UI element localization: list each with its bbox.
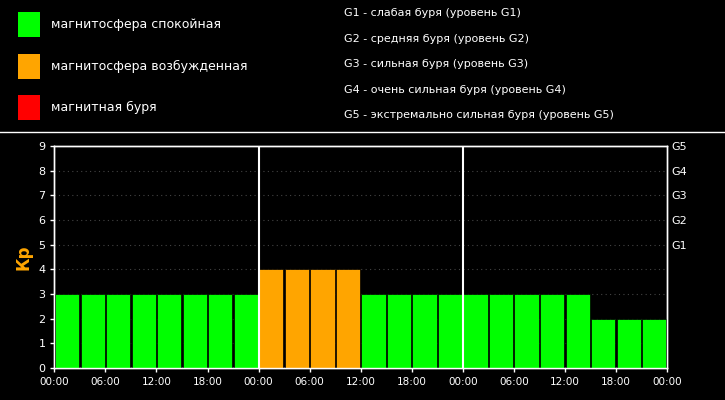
Bar [106, 294, 130, 368]
Text: магнитосфера спокойная: магнитосфера спокойная [51, 18, 220, 31]
Y-axis label: Кр: Кр [14, 244, 33, 270]
Bar [310, 269, 334, 368]
Bar [642, 319, 666, 368]
Text: G1 - слабая буря (уровень G1): G1 - слабая буря (уровень G1) [344, 8, 521, 18]
FancyBboxPatch shape [18, 54, 40, 79]
Bar [80, 294, 105, 368]
Bar [540, 294, 564, 368]
Bar [438, 294, 462, 368]
Bar [489, 294, 513, 368]
Bar [515, 294, 539, 368]
Bar [463, 294, 488, 368]
Bar [208, 294, 233, 368]
FancyBboxPatch shape [18, 12, 40, 37]
Bar [260, 269, 283, 368]
Bar [566, 294, 589, 368]
Text: G3 - сильная буря (уровень G3): G3 - сильная буря (уровень G3) [344, 59, 529, 69]
Bar [157, 294, 181, 368]
Bar [132, 294, 156, 368]
Bar [616, 319, 641, 368]
Bar [413, 294, 436, 368]
Bar [361, 294, 386, 368]
Bar [387, 294, 411, 368]
Text: магнитосфера возбужденная: магнитосфера возбужденная [51, 60, 247, 73]
Bar [233, 294, 258, 368]
Bar [285, 269, 309, 368]
Text: G4 - очень сильная буря (уровень G4): G4 - очень сильная буря (уровень G4) [344, 85, 566, 95]
Bar [591, 319, 616, 368]
Bar [183, 294, 207, 368]
Text: G2 - средняя буря (уровень G2): G2 - средняя буря (уровень G2) [344, 34, 529, 44]
Bar [336, 269, 360, 368]
FancyBboxPatch shape [18, 95, 40, 120]
Text: G5 - экстремально сильная буря (уровень G5): G5 - экстремально сильная буря (уровень … [344, 110, 614, 120]
Bar [55, 294, 79, 368]
Text: магнитная буря: магнитная буря [51, 101, 157, 114]
